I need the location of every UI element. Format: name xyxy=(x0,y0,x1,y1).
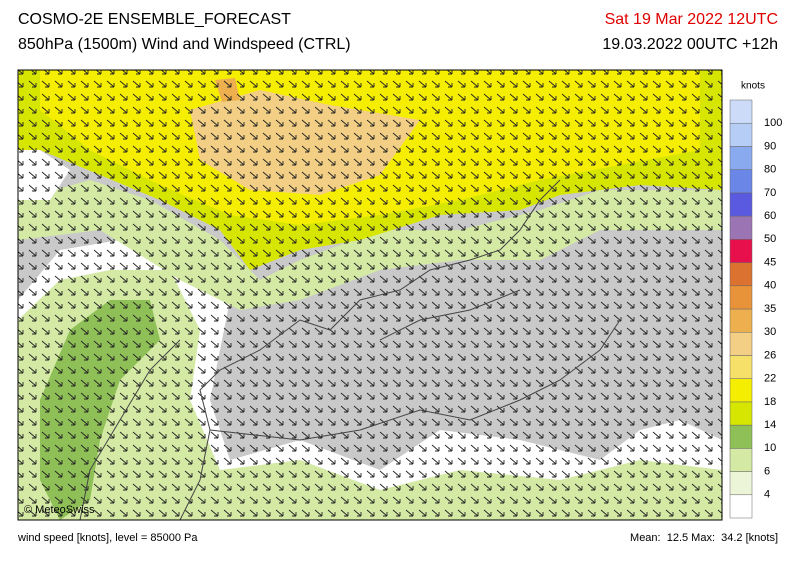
colorbar-box xyxy=(729,169,753,194)
colorbar-box xyxy=(729,378,753,403)
colorbar-label: 4 xyxy=(764,489,770,501)
colorbar-label: 45 xyxy=(764,256,776,268)
valid-time: Sat 19 Mar 2022 12UTC xyxy=(605,11,778,28)
colorbar-label: 90 xyxy=(764,140,776,152)
colorbar-label: 22 xyxy=(764,373,776,385)
footer-right: Mean: 12.5 Max: 34.2 [knots] xyxy=(630,532,778,544)
colorbar-box xyxy=(729,122,753,147)
colorbar-label: 60 xyxy=(764,210,776,222)
map-frame xyxy=(17,69,723,521)
colorbar-box xyxy=(729,355,753,379)
map xyxy=(18,70,722,520)
colorbar-label: 18 xyxy=(764,396,776,408)
title: COSMO-2E ENSEMBLE_FORECAST xyxy=(18,11,291,28)
colorbar-unit: knots xyxy=(741,81,765,92)
subtitle: 850hPa (1500m) Wind and Windspeed (CTRL) xyxy=(18,36,351,53)
colorbar-label: 70 xyxy=(764,187,776,199)
colorbar-box xyxy=(729,285,753,310)
colorbar-box xyxy=(729,239,753,263)
colorbar-box xyxy=(729,471,753,496)
colorbar-box xyxy=(729,99,753,124)
colorbar-box xyxy=(729,448,753,472)
colorbar-label: 26 xyxy=(764,349,776,361)
colorbar-box xyxy=(729,146,753,170)
colorbar-label: 10 xyxy=(764,442,776,454)
colorbar-label: 100 xyxy=(764,117,782,129)
colorbar-box xyxy=(729,215,753,240)
colorbar-label: 14 xyxy=(764,419,776,431)
colorbar-label: 30 xyxy=(764,326,776,338)
colorbar-box xyxy=(729,308,753,333)
colorbar-box xyxy=(729,401,753,426)
colorbar-label: 6 xyxy=(764,465,770,477)
colorbar-box xyxy=(729,262,753,287)
colorbar-box xyxy=(729,192,753,217)
credit: © MeteoSwiss xyxy=(24,504,95,516)
colorbar-box xyxy=(729,331,753,356)
colorbar: 4 6 10 14 18 22 26 30 35 40 45 50 60 70 80 90 100 xyxy=(729,99,782,519)
run-time: 19.03.2022 00UTC +12h xyxy=(602,36,778,53)
colorbar-label: 40 xyxy=(764,280,776,292)
colorbar-box xyxy=(729,424,753,449)
colorbar-label: 80 xyxy=(764,164,776,176)
colorbar-label: 35 xyxy=(764,303,776,315)
footer-left: wind speed [knots], level = 85000 Pa xyxy=(17,532,198,544)
colorbar-label: 50 xyxy=(764,233,776,245)
colorbar-box xyxy=(729,494,753,519)
